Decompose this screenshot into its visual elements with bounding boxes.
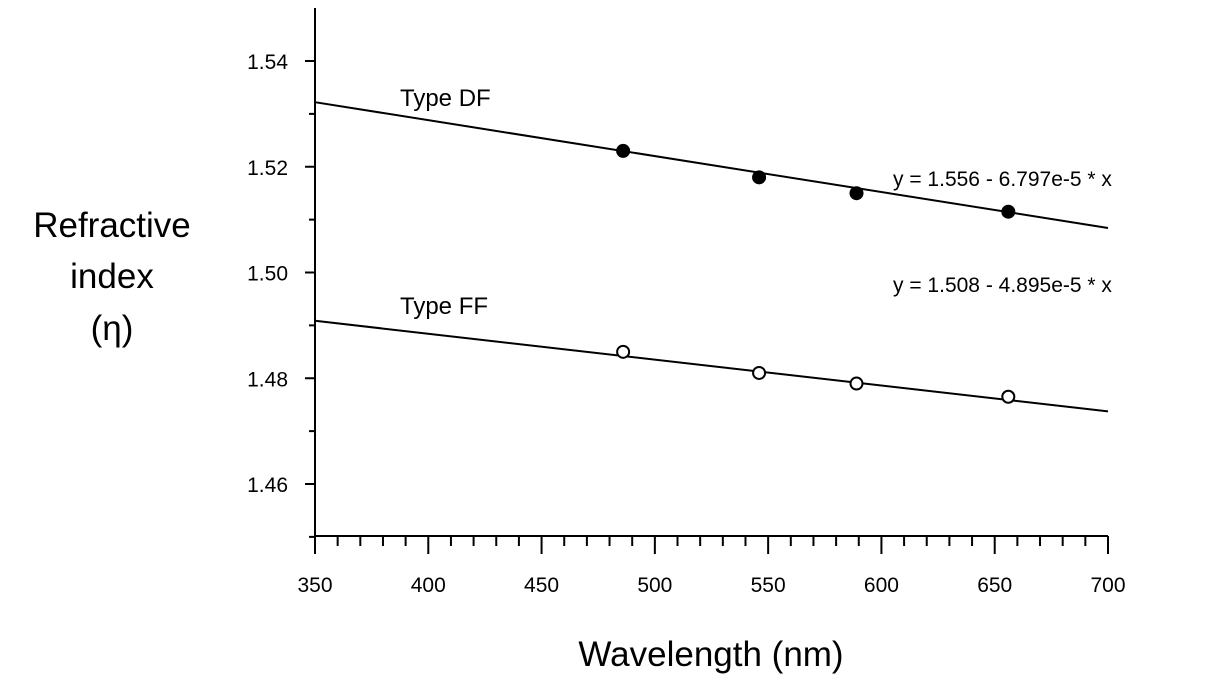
open-circle-point <box>1001 389 1016 404</box>
fit-equation: y = 1.556 - 6.797e-5 * x <box>893 168 1112 191</box>
x-tick-label: 400 <box>411 574 446 597</box>
fit-equation: y = 1.508 - 4.895e-5 * x <box>893 274 1112 297</box>
series-label: Type FF <box>400 293 488 320</box>
y-tick-label: 1.54 <box>247 51 288 74</box>
y-axis-title-line: index <box>70 257 154 296</box>
fit-line-type-ff <box>314 319 1109 413</box>
x-tick-label: 650 <box>977 574 1012 597</box>
y-tick-label: 1.46 <box>247 474 288 497</box>
x-tick-label: 450 <box>524 574 559 597</box>
x-tick-label: 700 <box>1090 574 1125 597</box>
x-tick-label: 550 <box>751 574 786 597</box>
filled-circle-point <box>616 143 631 158</box>
y-axis-title-line: Refractive <box>33 206 191 245</box>
y-tick-label: 1.52 <box>247 157 288 180</box>
x-tick-label: 500 <box>637 574 672 597</box>
x-axis-title: Wavelength (nm) <box>578 635 843 674</box>
fit-line-type-df <box>314 101 1109 229</box>
y-axis-title-line: (η) <box>91 309 134 348</box>
x-tick-label: 600 <box>864 574 899 597</box>
open-circle-point <box>616 344 631 359</box>
axes: 350 400 450 500 550 600 650 700 1.46 1.48 1.50 1.52… <box>247 8 1126 597</box>
y-tick-label: 1.48 <box>247 368 288 391</box>
open-circle-point <box>752 365 767 380</box>
filled-circle-point <box>1001 204 1016 219</box>
fit-lines <box>314 101 1109 413</box>
filled-circle-point <box>752 170 767 185</box>
open-circle-point <box>849 376 864 391</box>
x-tick-label: 350 <box>297 574 332 597</box>
y-tick-label: 1.50 <box>247 263 288 286</box>
data-points <box>616 143 1016 404</box>
chart-labels: Wavelength (nm) Refractive index (η) Type DF… <box>33 85 1112 674</box>
filled-circle-point <box>849 186 864 201</box>
series-label: Type DF <box>400 85 491 112</box>
